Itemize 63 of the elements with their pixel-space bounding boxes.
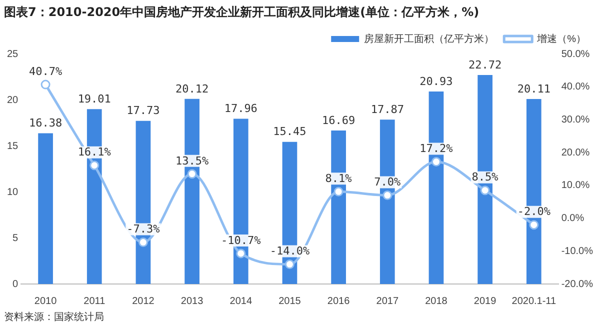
x-tick-label: 2013 — [180, 296, 204, 307]
data-label: 22.72 — [468, 58, 502, 72]
point — [480, 186, 490, 196]
data-label: 13.5% — [175, 154, 209, 168]
data-label: 16.1% — [78, 146, 112, 159]
point — [334, 186, 344, 196]
x-tick-label: 2020.1-11 — [512, 296, 556, 307]
bar — [38, 133, 53, 284]
point — [138, 238, 148, 248]
point — [90, 160, 100, 170]
data-label: -2.0% — [517, 205, 551, 218]
data-label: 17.2% — [420, 142, 454, 156]
y-tick-label: 20 — [7, 94, 19, 106]
point — [382, 190, 392, 200]
data-label: 20.93 — [420, 74, 453, 88]
data-label: 19.01 — [78, 92, 111, 106]
data-label: 17.96 — [224, 102, 258, 116]
y-tick-label: 5 — [12, 232, 19, 244]
data-label: 16.38 — [28, 116, 62, 130]
data-label: 17.73 — [126, 104, 160, 118]
data-label: 8.1% — [325, 172, 352, 186]
point — [284, 260, 294, 270]
legend-label: 增速（%） — [536, 32, 586, 45]
x-tick-label: 2010 — [34, 296, 58, 307]
point — [236, 248, 246, 258]
data-label: -10.7% — [221, 234, 262, 247]
x-tick-label: 2011 — [84, 296, 106, 307]
y-tick-label: 0 — [12, 278, 19, 290]
data-label: 20.12 — [175, 82, 209, 96]
text: 资料来源：国家统计局 — [4, 310, 104, 324]
y-tick-label: 10 — [7, 186, 19, 198]
data-label: 15.45 — [273, 125, 306, 138]
y2-tick-label: 30.0% — [561, 114, 590, 126]
data-label: -14.0% — [270, 244, 310, 258]
x-tick-label: 2014 — [230, 296, 252, 307]
y2-tick-label: 50.0% — [561, 48, 590, 60]
x-tick-label: 2012 — [132, 296, 155, 307]
point — [187, 169, 197, 179]
y2-tick-label: 20.0% — [561, 147, 590, 158]
data-label: -7.3% — [126, 222, 160, 236]
data-label: 20.11 — [517, 82, 550, 96]
x-tick-label: 2017 — [376, 296, 399, 307]
data-label: 8.5% — [472, 170, 499, 184]
x-tick-label: 2015 — [278, 296, 302, 307]
y2-tick-label: -20.0% — [561, 278, 594, 290]
data-label: 7.0% — [374, 176, 402, 189]
point — [431, 157, 441, 167]
data-label: 16.69 — [322, 114, 356, 127]
y2-tick-label: -10.0% — [561, 246, 594, 257]
x-tick-label: 2016 — [327, 296, 350, 307]
y2-tick-label: 10.0% — [561, 180, 590, 192]
legend-label: 房屋新开工面积（亿平方米） — [364, 32, 494, 45]
point — [40, 80, 50, 90]
data-label: 17.87 — [370, 102, 404, 116]
y2-tick-label: 40.0% — [561, 82, 590, 93]
x-tick-label: 2019 — [474, 296, 497, 307]
y-tick-label: 25 — [7, 48, 19, 60]
y-tick-label: 15 — [7, 140, 19, 152]
point — [529, 220, 539, 230]
chart-title: 图表7：2010-2020年中国房地产开发企业新开工面积及同比增速(单位：亿平方米，%) — [4, 4, 480, 21]
y2-tick-label: 0.0% — [561, 213, 584, 224]
data-label: 40.7% — [28, 64, 62, 78]
x-tick-label: 2018 — [425, 296, 448, 307]
